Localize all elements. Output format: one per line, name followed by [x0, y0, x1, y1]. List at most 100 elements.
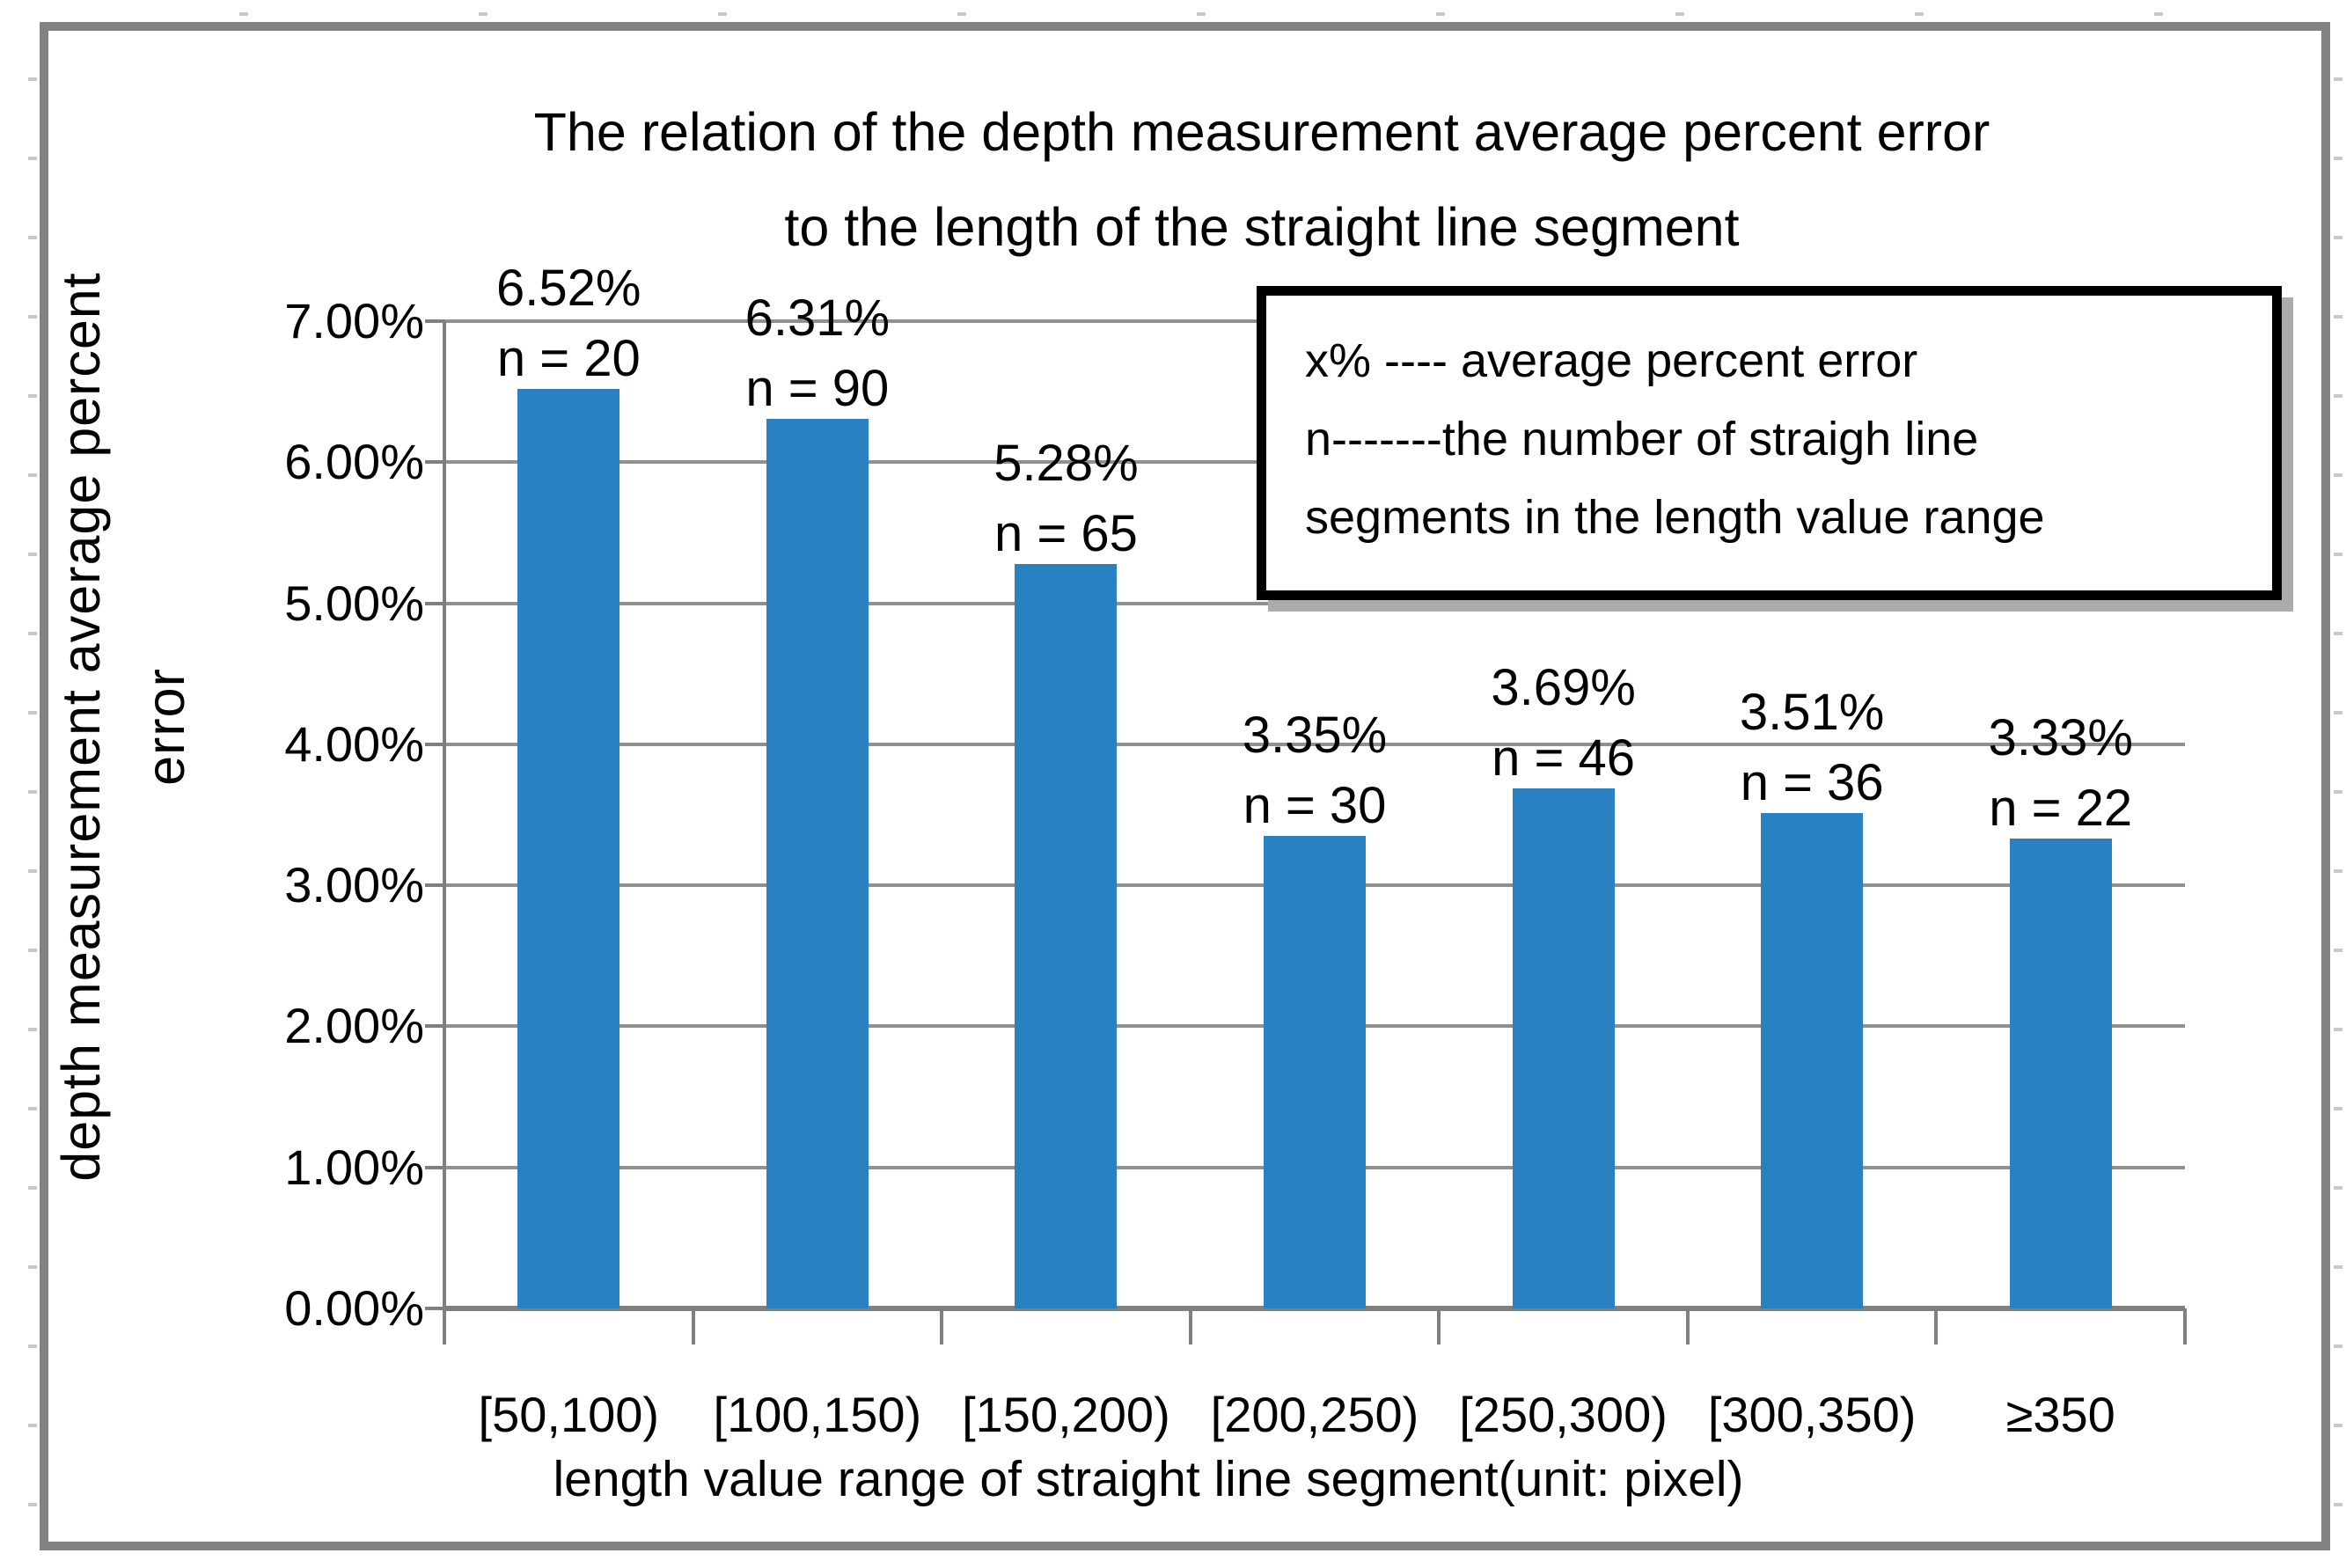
bar-percent-label: 6.52% [496, 259, 641, 317]
page-gridline-mark [28, 711, 37, 714]
x-tick-label: [100,150) [713, 1387, 922, 1442]
page-gridline-mark [2334, 632, 2342, 635]
x-tick-label: [150,200) [962, 1387, 1170, 1442]
page-gridline-mark [2334, 236, 2342, 239]
page-gridline-mark [28, 790, 37, 794]
y-tick-mark [425, 1165, 444, 1169]
chart-title-line-1: The relation of the depth measurement av… [533, 102, 1990, 162]
legend-line-1: x% ---- average percent error [1305, 334, 1918, 387]
bar-count-label: n = 20 [496, 329, 641, 387]
page-gridline-mark [28, 1424, 37, 1427]
bar-count-label: n = 90 [745, 359, 890, 417]
page-gridline-mark [28, 394, 37, 398]
page-gridline-mark [2334, 869, 2342, 873]
bar-[250,300) [1512, 788, 1615, 1308]
y-tick-label: 1.00% [284, 1139, 424, 1195]
page-gridline-mark [2334, 77, 2342, 81]
x-tick-mark [2183, 1308, 2187, 1345]
x-tick-label: [200,250) [1210, 1387, 1419, 1442]
y-tick-label: 5.00% [284, 575, 424, 631]
y-tick-mark [425, 460, 444, 465]
page-gridline-mark [28, 632, 37, 635]
bar-count-label: n = 65 [993, 504, 1138, 562]
y-tick-label: 3.00% [284, 857, 424, 913]
bar-count-label: n = 30 [1243, 777, 1387, 835]
page-gridline-mark [28, 1107, 37, 1110]
bar-percent-label: 3.35% [1242, 707, 1388, 765]
page-gridline-mark [2334, 157, 2342, 160]
y-gridline [444, 742, 2185, 746]
page-gridline-mark [2334, 473, 2342, 477]
page-gridline-mark [28, 77, 37, 81]
x-tick-label: [300,350) [1707, 1387, 1917, 1442]
page-gridline-mark [2334, 949, 2342, 952]
page-gridline-mark [957, 12, 966, 16]
y-gridline [444, 601, 2185, 605]
page-gridline-mark [1915, 12, 1924, 16]
page-gridline-mark [28, 315, 37, 319]
y-tick-label: 6.00% [284, 434, 424, 490]
bar-percent-label: 3.69% [1491, 658, 1636, 716]
page-gridline-mark [1675, 12, 1684, 16]
bar-percent-label: 3.51% [1739, 684, 1885, 742]
page-gridline-mark [28, 1345, 37, 1348]
bar-percent-label: 5.28% [993, 434, 1139, 492]
x-tick-mark [1685, 1308, 1690, 1345]
page-gridline-mark [2334, 394, 2342, 398]
page-gridline-mark [28, 1186, 37, 1190]
page-gridline-mark [2334, 1424, 2342, 1427]
y-axis-line [443, 321, 446, 1345]
bar-percent-label: 3.33% [1988, 709, 2133, 767]
legend-box: x% ---- average percent error n-------th… [1257, 286, 2282, 600]
bar-[200,250) [1264, 836, 1366, 1308]
y-tick-label: 0.00% [284, 1280, 424, 1336]
page-gridline-mark [28, 1028, 37, 1031]
page-gridline-mark [2334, 1345, 2342, 1348]
y-tick-mark [425, 1024, 444, 1029]
x-axis-title: length value range of straight line segm… [553, 1451, 1744, 1507]
page-gridline-mark [28, 949, 37, 952]
x-tick-mark [1188, 1308, 1192, 1345]
bar-≥350 [2009, 839, 2112, 1308]
x-tick-label: [50,100) [478, 1387, 660, 1442]
x-tick-mark [691, 1308, 695, 1345]
chart-outer-border [40, 22, 2330, 1550]
page-gridline-mark [2334, 1186, 2342, 1190]
bar-[100,150) [766, 418, 869, 1308]
page-gridline-mark [718, 12, 727, 16]
x-axis-line [444, 1306, 2185, 1311]
x-tick-label: ≥350 [2005, 1387, 2115, 1442]
page-gridline-mark [2334, 711, 2342, 714]
y-tick-mark [425, 883, 444, 888]
bar-[300,350) [1761, 813, 1864, 1308]
page-gridline-mark [479, 12, 488, 16]
page-gridline-mark [28, 473, 37, 477]
page-gridline-mark [2334, 1107, 2342, 1110]
page-gridline-mark [28, 1503, 37, 1506]
page-gridline-mark [28, 236, 37, 239]
x-tick-mark [940, 1308, 944, 1345]
y-tick-mark [425, 1307, 444, 1310]
bar-count-label: n = 22 [1989, 780, 2133, 838]
bar-percent-label: 6.31% [744, 289, 891, 347]
x-tick-mark [1437, 1308, 1441, 1345]
page-gridline-mark [2334, 1503, 2342, 1506]
bar-count-label: n = 36 [1740, 754, 1884, 812]
page-gridline-mark [2334, 553, 2342, 556]
y-tick-mark [425, 601, 444, 605]
y-tick-mark [425, 319, 444, 323]
page-gridline-mark [28, 869, 37, 873]
chart-title: The relation of the depth measurement av… [338, 84, 2186, 275]
y-tick-mark [425, 742, 444, 746]
x-tick-mark [443, 1308, 446, 1345]
page-gridline-mark [2334, 315, 2342, 319]
page-gridline-mark [28, 553, 37, 556]
y-tick-label: 2.00% [284, 998, 424, 1054]
page-gridline-mark [2334, 1028, 2342, 1031]
page-gridline-mark [1436, 12, 1445, 16]
bar-[50,100) [517, 388, 620, 1308]
page-gridline-mark [2334, 1265, 2342, 1269]
x-tick-label: [250,300) [1459, 1387, 1668, 1442]
page-gridline-mark [28, 157, 37, 160]
page-gridline-mark [239, 12, 248, 16]
